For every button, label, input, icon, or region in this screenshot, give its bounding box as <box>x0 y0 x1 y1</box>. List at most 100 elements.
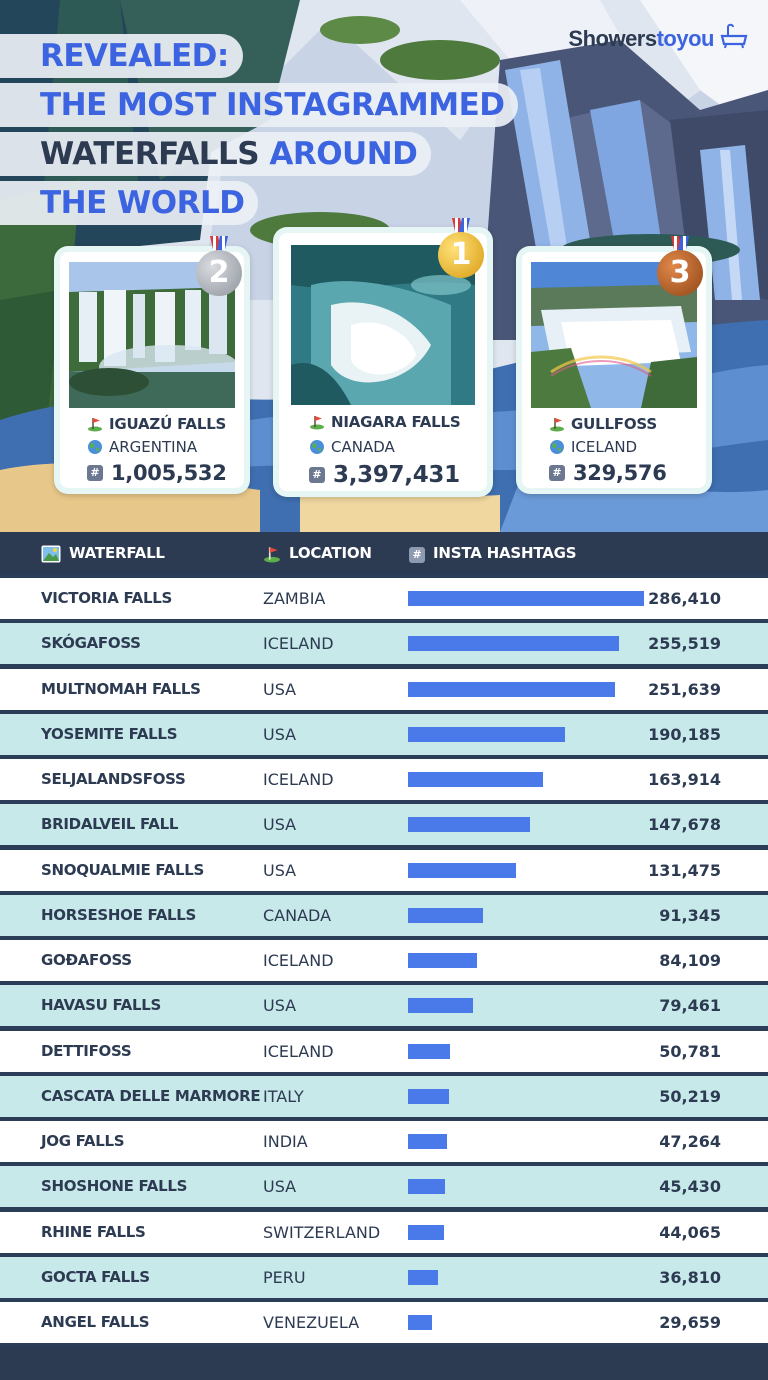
hashtag-bar <box>408 953 477 968</box>
table-header: WATERFALL LOCATION # INSTA HASHTAGS <box>0 532 768 574</box>
title-line-3: WATERFALLS AROUND <box>0 132 432 176</box>
medal-disc: 3 <box>657 250 703 296</box>
hashtag-value-label: 84,109 <box>659 951 721 970</box>
hashtag-value-label: 163,914 <box>648 770 721 789</box>
country-row: CANADA <box>309 435 489 459</box>
table-row: SELJALANDSFOSS ICELAND 163,914 <box>0 759 768 800</box>
medal-gold: 1 <box>438 218 484 278</box>
hashtag-value-label: 36,810 <box>659 1267 721 1287</box>
hashtag-count: 3,397,431 <box>333 462 460 488</box>
flag-pin-icon <box>264 546 280 562</box>
waterfall-name: JOG FALLS <box>41 1132 125 1150</box>
flag-pin-icon <box>88 417 102 431</box>
waterfall-name: GOÐAFOSS <box>41 951 132 969</box>
medal-ribbon-icon <box>671 236 689 254</box>
globe-icon <box>88 439 102 454</box>
waterfall-name: SNOQUALMIE FALLS <box>41 860 204 879</box>
hashtag-value-label: 79,461 <box>659 996 721 1016</box>
location-name: VENEZUELA <box>263 1313 360 1332</box>
waterfall-photo <box>69 262 235 408</box>
location-name: USA <box>263 679 297 699</box>
hashtag-row: # 1,005,532 <box>87 458 247 488</box>
hashtag-value-label: 45,430 <box>659 1177 721 1197</box>
table-row: SHOSHONE FALLS USA 45,430 <box>0 1166 768 1208</box>
hashtag-value-label: 286,410 <box>648 589 721 608</box>
waterfall-name: IGUAZÚ FALLS <box>109 414 227 433</box>
table-row: ANGEL FALLS VENEZUELA 29,659 <box>0 1302 768 1343</box>
hero-illustration: REVEALED: THE MOST INSTAGRAMMED WATERFAL… <box>0 0 768 532</box>
hashtag-bar <box>408 591 644 606</box>
medal-disc: 1 <box>438 232 484 278</box>
title-line-1: REVEALED: <box>0 34 243 78</box>
hashtag-value-label: 50,219 <box>659 1086 721 1106</box>
waterfall-name-row: NIAGARA FALLS <box>309 409 489 435</box>
table-row: GOCTA FALLS PERU 36,810 <box>0 1256 768 1298</box>
waterfall-name: RHINE FALLS <box>41 1222 146 1241</box>
table-row: SNOQUALMIE FALLS USA 131,475 <box>0 849 768 891</box>
column-header-waterfall: WATERFALL <box>41 532 165 574</box>
hashtag-bar <box>408 1269 438 1285</box>
location-name: USA <box>263 996 297 1016</box>
hashtag-bar <box>408 636 619 652</box>
globe-icon <box>310 440 324 454</box>
waterfall-name: BRIDALVEIL FALL <box>41 815 179 834</box>
hashtag-bar <box>408 862 516 878</box>
title-line-4: THE WORLD <box>0 181 259 225</box>
hashtag-value-label: 29,659 <box>659 1313 721 1332</box>
hashtag-bar <box>408 1224 444 1240</box>
waterfall-name: DETTIFOSS <box>41 1041 132 1060</box>
hashtag-bar <box>408 1043 450 1059</box>
hashtag-value-label: 47,264 <box>659 1132 721 1151</box>
location-name: PERU <box>263 1267 306 1287</box>
waterfall-name: SKÓGAFOSS <box>41 634 141 653</box>
hashtag-value-label: 251,639 <box>648 679 721 699</box>
hash-icon: # <box>309 467 325 483</box>
brand-logo: Showerstoyou <box>568 26 714 51</box>
location-name: ICELAND <box>263 634 334 654</box>
hashtag-bar <box>408 907 483 923</box>
hashtag-bar <box>408 681 615 697</box>
waterfall-name: HORSESHOE FALLS <box>41 905 197 924</box>
hashtag-bar <box>408 1315 432 1330</box>
location-name: USA <box>263 1177 297 1197</box>
table-row: CASCATA DELLE MARMORE ITALY 50,219 <box>0 1075 768 1117</box>
hashtag-count: 1,005,532 <box>111 461 227 485</box>
hashtag-bar <box>408 1134 447 1149</box>
hashtag-bar <box>408 817 530 833</box>
podium-card-first: NIAGARA FALLS CANADA # 3,397,431 <box>273 227 493 497</box>
location-name: ICELAND <box>263 770 334 789</box>
hashtag-value-label: 255,519 <box>648 634 721 654</box>
medal-ribbon-icon <box>210 236 228 254</box>
waterfall-name: VICTORIA FALLS <box>41 589 172 607</box>
waterfall-name: GULLFOSS <box>571 414 657 433</box>
country-name: CANADA <box>331 438 395 456</box>
table-row: YOSEMITE FALLS USA 190,185 <box>0 713 768 755</box>
medal-disc: 2 <box>196 250 242 296</box>
flag-pin-icon <box>310 416 324 430</box>
waterfall-name: HAVASU FALLS <box>41 996 162 1015</box>
country-name: ARGENTINA <box>109 437 198 456</box>
hashtag-value-label: 91,345 <box>659 905 721 925</box>
hashtag-bar <box>408 998 473 1014</box>
waterfall-name: CASCATA DELLE MARMORE <box>41 1086 261 1105</box>
waterfall-name: NIAGARA FALLS <box>331 413 461 431</box>
table-row: VICTORIA FALLS ZAMBIA 286,410 <box>0 578 768 619</box>
table-row: RHINE FALLS SWITZERLAND 44,065 <box>0 1211 768 1253</box>
table-row: BRIDALVEIL FALL USA 147,678 <box>0 804 768 846</box>
table-row: SKÓGAFOSS ICELAND 255,519 <box>0 623 768 665</box>
hash-icon: # <box>87 465 103 481</box>
waterfall-name-row: IGUAZÚ FALLS <box>87 412 247 435</box>
location-name: ZAMBIA <box>263 589 326 608</box>
hashtag-bar <box>408 726 565 742</box>
hashtag-value-label: 50,781 <box>659 1041 721 1061</box>
hashtag-bar <box>408 1179 445 1195</box>
hashtag-value-label: 190,185 <box>648 724 721 744</box>
location-name: INDIA <box>263 1132 308 1151</box>
waterfall-photo <box>291 245 475 405</box>
table-row: HORSESHOE FALLS CANADA 91,345 <box>0 894 768 936</box>
hashtag-value-label: 147,678 <box>648 815 721 835</box>
column-header-location: LOCATION <box>263 532 372 574</box>
waterfall-name: SHOSHONE FALLS <box>41 1177 188 1196</box>
hash-icon: # <box>409 547 425 563</box>
picture-icon <box>41 545 61 562</box>
